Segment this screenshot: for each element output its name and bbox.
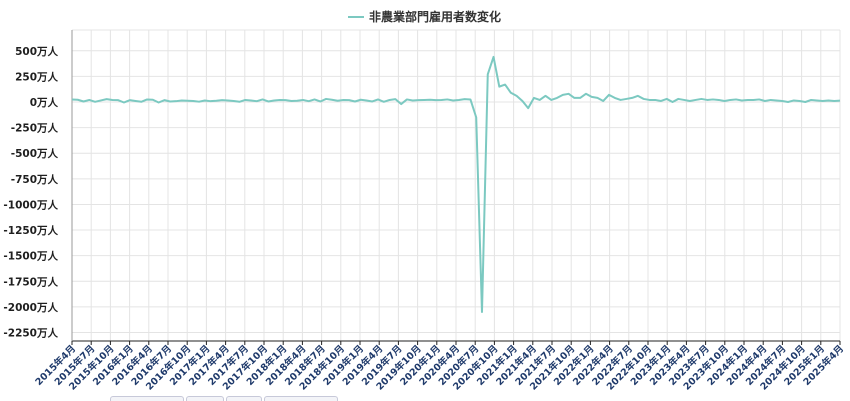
- y-tick-label: 500万人: [15, 45, 58, 58]
- vertical-gridlines: [72, 30, 840, 345]
- y-tick-label: -1500万人: [3, 250, 58, 263]
- footer-tab-3[interactable]: [226, 396, 262, 401]
- y-tick-label: -1750万人: [3, 275, 58, 288]
- footer-tab-1[interactable]: [110, 396, 184, 401]
- y-tick-label: -1000万人: [3, 198, 58, 211]
- y-axis-tick-labels: 500万人 250万人 0万人 -250万人 -500万人 -750万人 -1000万人 -1…: [3, 45, 58, 340]
- y-tick-label: -2000万人: [3, 301, 58, 314]
- y-tick-label: -250万人: [11, 122, 59, 135]
- y-tick-label: 250万人: [15, 70, 58, 83]
- footer-tab-2[interactable]: [186, 396, 224, 401]
- y-tick-label: -1250万人: [3, 224, 58, 237]
- y-tick-label: 0万人: [30, 96, 59, 109]
- legend[interactable]: 非農業部門雇用者数変化: [348, 9, 501, 24]
- x-axis-tick-labels: 2015年4月2015年7月2015年10月2016年1月2016年4月2016…: [33, 343, 846, 393]
- y-tick-label: -500万人: [11, 147, 59, 160]
- legend-label: 非農業部門雇用者数変化: [369, 9, 501, 24]
- footer-tab-4[interactable]: [264, 396, 338, 401]
- y-tick-label: -750万人: [11, 173, 59, 186]
- y-tick-label: -2250万人: [3, 326, 58, 339]
